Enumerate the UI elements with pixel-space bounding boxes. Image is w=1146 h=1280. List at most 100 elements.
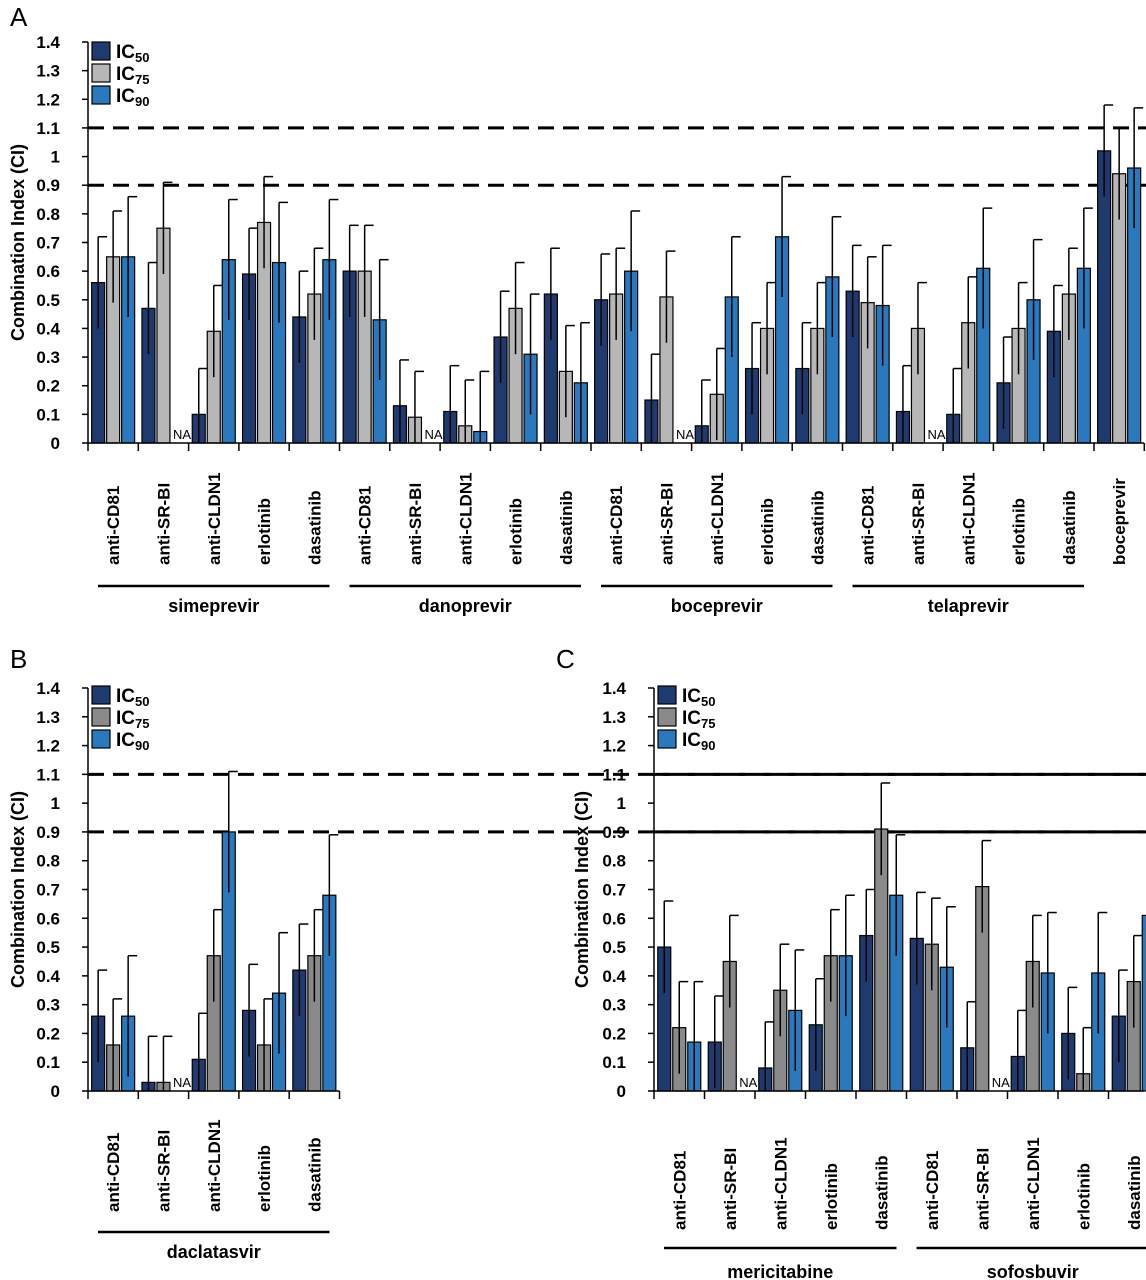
category-label: erlotinib: [1074, 1163, 1093, 1230]
y-tick-label: 1.4: [36, 33, 60, 52]
legend-label-subscript: 90: [135, 738, 149, 753]
y-tick-label: 0.9: [36, 176, 60, 195]
y-tick-label: 0.8: [602, 852, 626, 871]
na-label: NA: [424, 427, 442, 442]
y-tick-label: 0: [617, 1082, 626, 1101]
legend-swatch: [91, 85, 111, 105]
y-tick-label: 1.2: [36, 90, 60, 109]
group-label: danoprevir: [419, 596, 512, 616]
category-label: anti-SR-BI: [657, 483, 676, 565]
y-tick-label: 1: [51, 794, 60, 813]
legend-label-subscript: 50: [135, 50, 149, 65]
y-tick-label: 0.7: [36, 881, 60, 900]
category-label: erlotinib: [822, 1163, 841, 1230]
y-tick-label: 0.1: [36, 1053, 60, 1072]
group-label: telaprevir: [928, 596, 1009, 616]
category-label: anti-CLDN1: [771, 1137, 790, 1230]
category-label: anti-CD81: [859, 486, 878, 565]
group-label: simeprevir: [168, 596, 259, 616]
category-label: anti-SR-BI: [154, 483, 173, 565]
legend-label: IC90: [682, 730, 715, 753]
legend-label: IC50: [116, 42, 149, 65]
y-tick-label: 0.9: [36, 823, 60, 842]
legend-swatch: [657, 729, 677, 749]
category-label: anti-CLDN1: [456, 472, 475, 565]
legend-swatch: [91, 41, 111, 61]
y-tick-label: 0.2: [36, 377, 60, 396]
y-tick-label: 0.6: [36, 909, 60, 928]
category-label: dasatinib: [808, 490, 827, 565]
y-tick-label: 0.2: [602, 1024, 626, 1043]
y-tick-label: 1: [617, 794, 626, 813]
legend-label-main: IC: [682, 708, 701, 729]
category-label: anti-SR-BI: [154, 1130, 173, 1212]
y-tick-label: 0.5: [36, 938, 60, 957]
y-tick-label: 1: [51, 148, 60, 167]
category-label: anti-CLDN1: [205, 472, 224, 565]
group-label: sofosbuvir: [987, 1262, 1079, 1280]
category-label: boceprevir: [1110, 478, 1129, 565]
category-label: anti-CD81: [923, 1151, 942, 1230]
category-label: dasatinib: [872, 1155, 891, 1230]
category-label: dasatinib: [305, 1137, 324, 1212]
na-label: NA: [676, 427, 694, 442]
y-tick-label: 0.7: [602, 881, 626, 900]
bar-ic90: [1141, 914, 1146, 1092]
legend-label: IC50: [116, 686, 149, 709]
y-tick-label: 1.4: [602, 679, 626, 698]
y-tick-label: 0: [51, 434, 60, 453]
category-label: dasatinib: [1060, 490, 1079, 565]
y-tick-label: 0.5: [36, 291, 60, 310]
y-tick-label: 0.9: [602, 823, 626, 842]
y-tick-label: 0.1: [602, 1053, 626, 1072]
y-tick-label: 1.1: [36, 119, 60, 138]
legend-label-subscript: 50: [135, 694, 149, 709]
panel-letter: A: [10, 2, 28, 32]
y-tick-label: 0.5: [602, 938, 626, 957]
na-label: NA: [927, 427, 945, 442]
y-axis-label: Combination Index (CI): [572, 791, 592, 988]
legend-label: IC75: [116, 708, 149, 731]
category-label: anti-SR-BI: [721, 1148, 740, 1230]
legend-label: IC50: [682, 686, 715, 709]
category-label: erlotinib: [255, 498, 274, 565]
category-label: anti-CD81: [670, 1151, 689, 1230]
y-tick-label: 1.3: [602, 708, 626, 727]
panel-letter: C: [556, 644, 575, 674]
legend-swatch: [91, 729, 111, 749]
chart-panel-c: C Combination Index (CI) 0 0.1 0.2 0.3 0.4 0.5 0…: [556, 644, 1146, 1280]
category-label: dasatinib: [305, 490, 324, 565]
category-label: anti-CLDN1: [959, 472, 978, 565]
legend-label-main: IC: [116, 708, 135, 729]
y-tick-label: 0.3: [602, 996, 626, 1015]
legend-label: IC90: [116, 86, 149, 109]
legend-label-main: IC: [116, 42, 135, 63]
y-tick-label: 0.6: [602, 909, 626, 928]
legend-label-subscript: 75: [135, 716, 149, 731]
group-label: boceprevir: [671, 596, 763, 616]
legend-label-subscript: 75: [135, 72, 149, 87]
category-label: anti-CLDN1: [205, 1119, 224, 1212]
legend-label-main: IC: [116, 730, 135, 751]
category-label: anti-CD81: [104, 1133, 123, 1212]
y-tick-label: 0.2: [36, 1024, 60, 1043]
legend-swatch: [91, 63, 111, 83]
category-label: anti-CD81: [607, 486, 626, 565]
category-label: anti-CD81: [356, 486, 375, 565]
legend-label-subscript: 75: [701, 716, 715, 731]
y-tick-label: 0.8: [36, 205, 60, 224]
category-label: anti-CD81: [104, 486, 123, 565]
na-label: NA: [739, 1075, 757, 1090]
na-label: NA: [173, 1075, 191, 1090]
y-tick-label: 0.4: [36, 319, 60, 338]
legend-label: IC75: [116, 64, 149, 87]
legend-label-main: IC: [682, 730, 701, 751]
y-tick-label: 1.3: [36, 62, 60, 81]
y-axis-label: Combination Index (CI): [8, 791, 28, 988]
category-label: erlotinib: [758, 498, 777, 565]
category-label: anti-SR-BI: [406, 483, 425, 565]
